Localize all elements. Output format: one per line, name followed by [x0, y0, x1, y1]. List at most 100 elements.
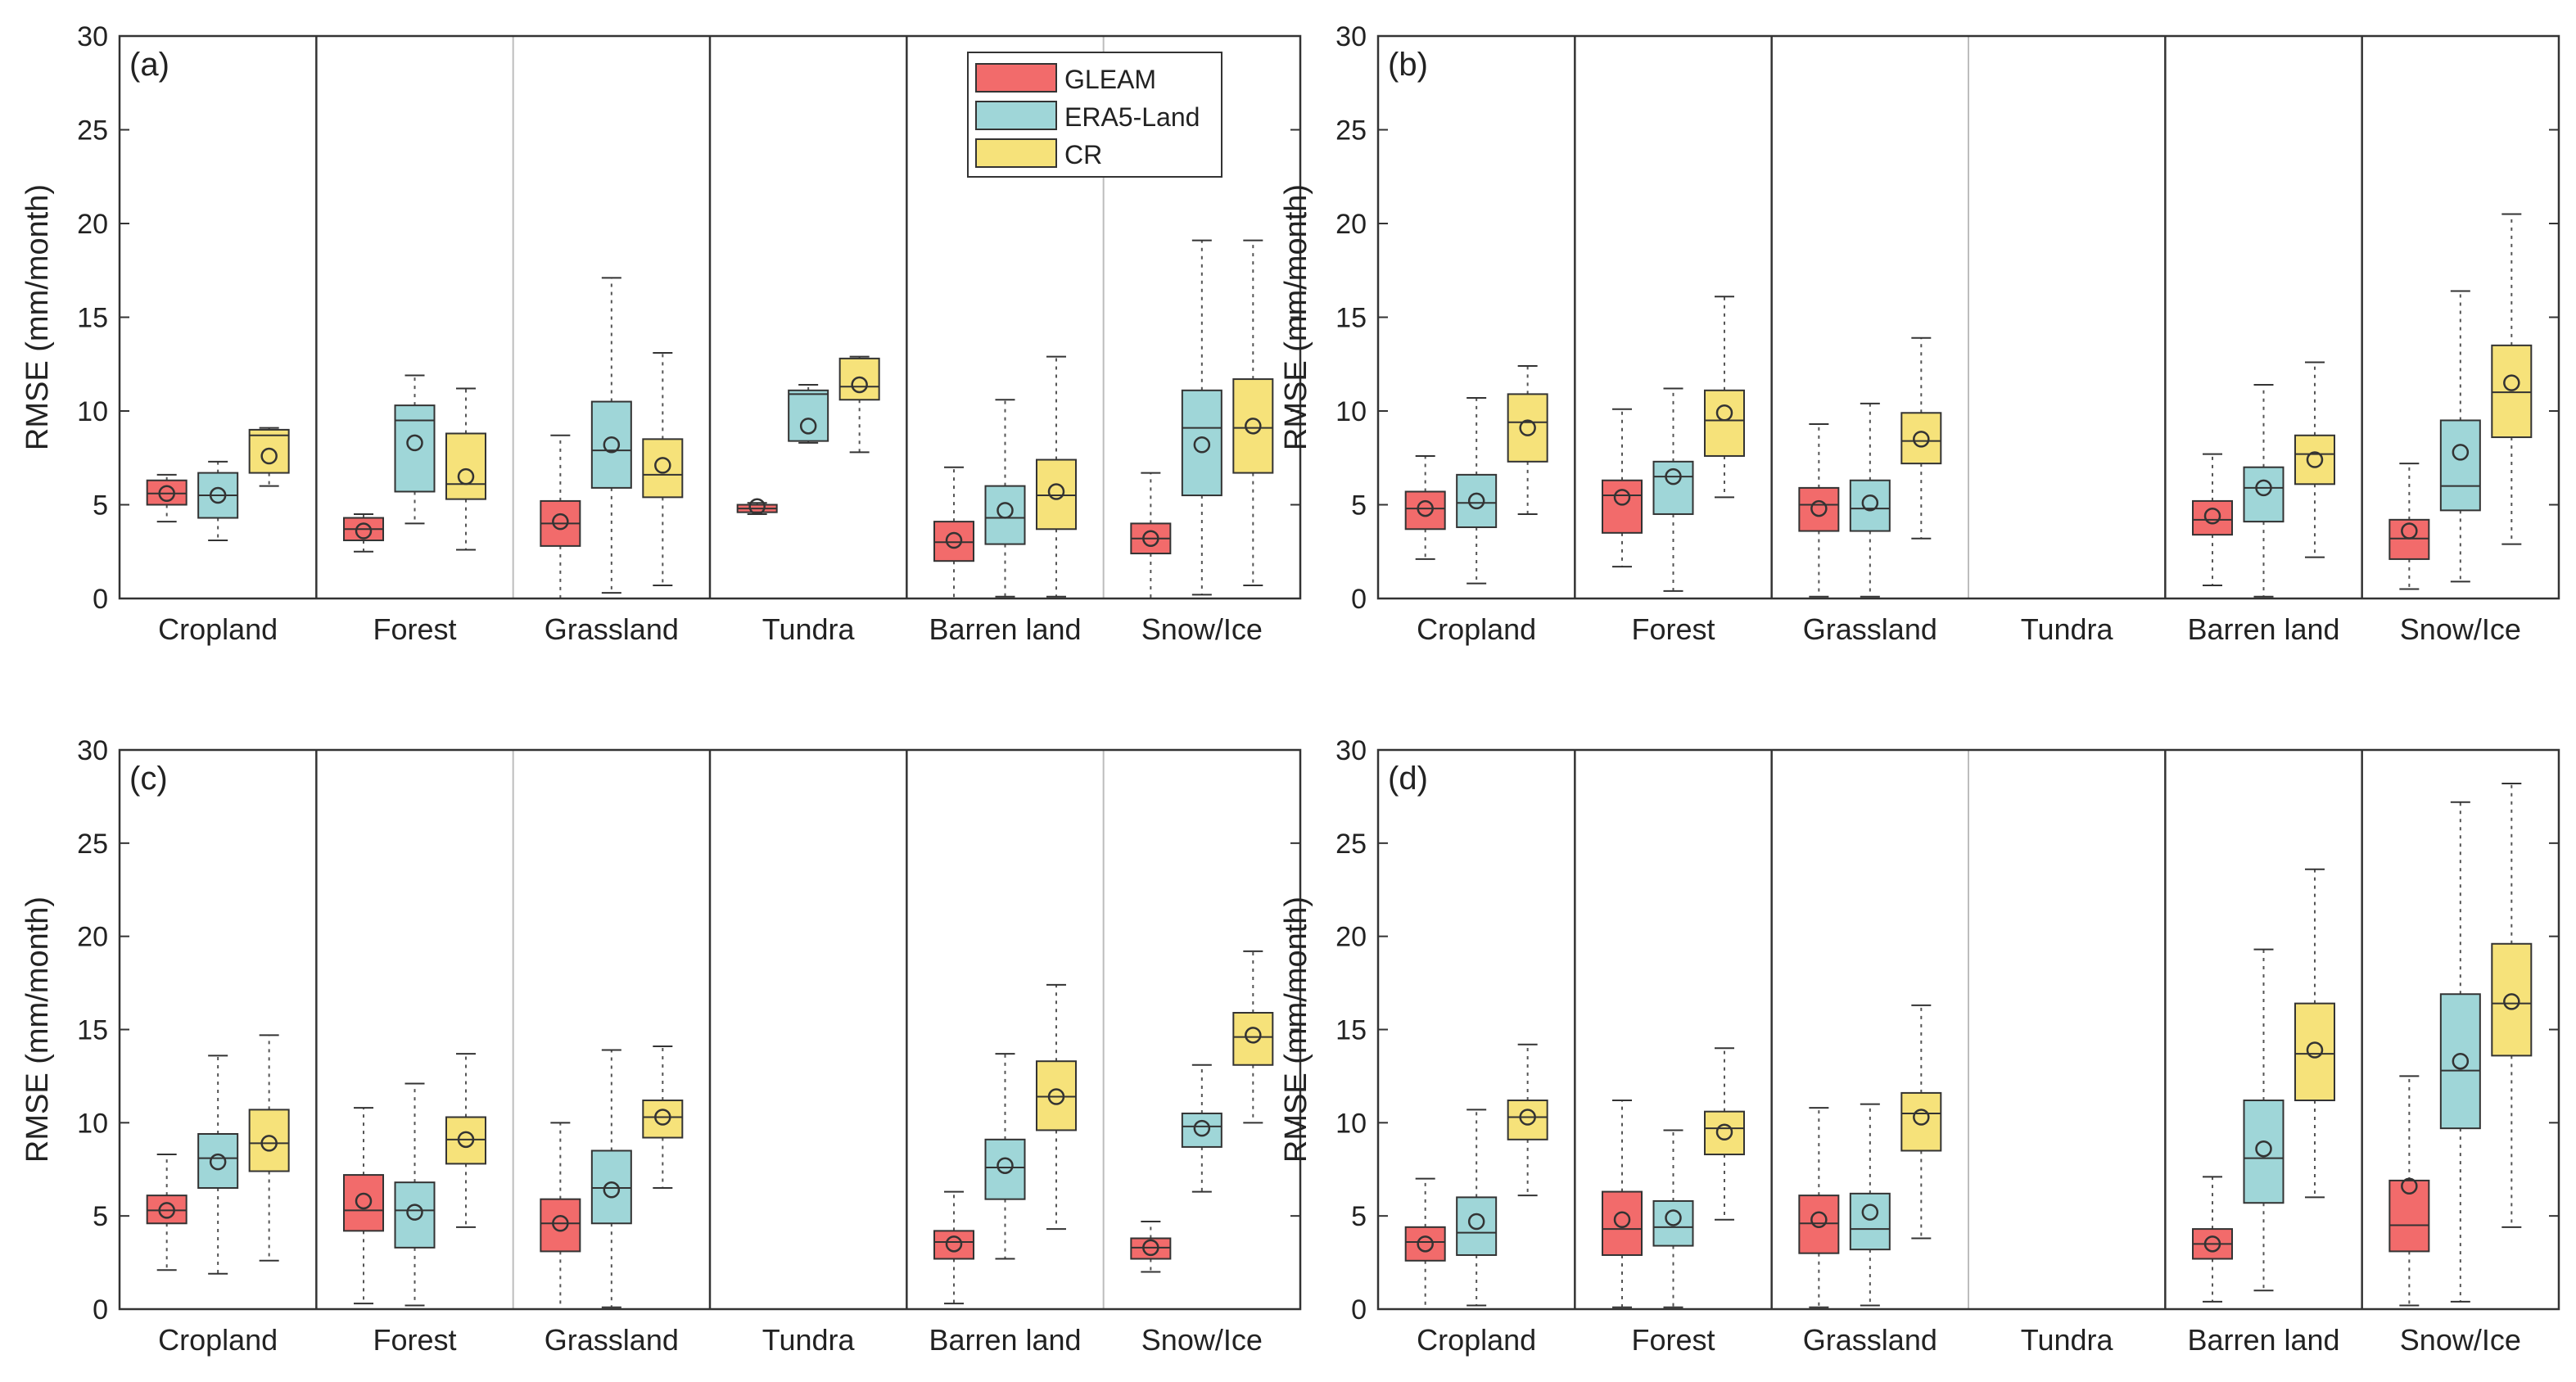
- box-barren-land-cr: [2294, 434, 2335, 486]
- box-forest-gleam-mean-marker: [355, 522, 373, 540]
- box-grassland-cr-mean-marker: [1913, 1109, 1930, 1126]
- box-grassland-era5-land-mean-marker: [603, 436, 621, 454]
- y-tick-label: 20: [1335, 209, 1367, 240]
- legend-swatch-cr: [975, 138, 1057, 168]
- box-cropland-era5-land: [197, 1132, 239, 1190]
- box-snow-ice-cr-mean-marker: [1245, 1027, 1262, 1044]
- box-cropland-era5-land-mean-marker: [1467, 1213, 1485, 1231]
- box-snow-ice-cr-mean-marker: [2503, 993, 2520, 1010]
- category-label-forest: Forest: [373, 612, 456, 646]
- panel-label-d: (d): [1388, 761, 1428, 797]
- y-tick-label: 0: [93, 1294, 108, 1326]
- box-barren-land-gleam-mean-marker: [2203, 507, 2221, 525]
- panel-label-a: (a): [129, 47, 169, 83]
- box-forest-era5-land: [1652, 460, 1694, 515]
- box-snow-ice-gleam-mean-marker: [1142, 530, 1159, 547]
- category-label-cropland: Cropland: [1417, 1323, 1536, 1357]
- panel-d-content: 0 5 10 15 20 25 30 RMSE (mm/month) Cropland Fores…: [1279, 735, 2560, 1357]
- box-forest-era5-land: [394, 404, 436, 493]
- box-cropland-cr-mean-marker: [1519, 419, 1536, 436]
- box-cropland-gleam: [1404, 1226, 1446, 1262]
- category-label-tundra: Tundra: [2021, 1323, 2114, 1357]
- box-grassland-gleam: [1798, 486, 1840, 532]
- y-tick-label: 10: [1335, 396, 1367, 427]
- category-label-grassland: Grassland: [545, 612, 679, 646]
- box-tundra-cr-mean-marker: [851, 376, 868, 394]
- panel-b-content: 0 5 10 15 20 25 30 RMSE (mm/month) Cropland Fores…: [1279, 21, 2560, 646]
- box-barren-land-era5-land: [984, 485, 1026, 545]
- box-barren-land-cr: [1035, 1060, 1077, 1131]
- box-barren-land-cr-mean-marker: [1047, 1088, 1065, 1105]
- box-snow-ice-gleam: [2388, 518, 2430, 560]
- box-grassland-cr: [642, 438, 684, 499]
- box-cropland-era5-land: [1456, 1196, 1498, 1256]
- box-forest-gleam: [1602, 479, 1643, 534]
- box-grassland-gleam-mean-marker: [552, 1215, 569, 1232]
- y-tick-label: 25: [77, 115, 108, 147]
- box-cropland-era5-land-mean-marker: [209, 1153, 227, 1171]
- box-barren-land-gleam: [933, 1230, 975, 1260]
- box-forest-cr: [445, 1116, 486, 1165]
- category-label-cropland: Cropland: [158, 1323, 278, 1357]
- box-snow-ice-era5-land-mean-marker: [2452, 1052, 2470, 1070]
- box-cropland-gleam: [1404, 490, 1446, 531]
- box-forest-era5-land-mean-marker: [1665, 1209, 1682, 1226]
- box-cropland-era5-land: [1456, 473, 1498, 528]
- box-cropland-era5-land-mean-marker: [1467, 492, 1485, 510]
- box-grassland-cr-mean-marker: [1913, 431, 1930, 448]
- box-snow-ice-cr-mean-marker: [1245, 418, 1262, 435]
- y-tick-label: 10: [77, 1108, 108, 1139]
- y-tick-label: 30: [1335, 21, 1367, 52]
- box-snow-ice-era5-land-mean-marker: [2452, 444, 2470, 461]
- box-forest-cr: [445, 432, 486, 500]
- box-grassland-era5-land: [1849, 1192, 1891, 1251]
- box-grassland-cr: [1900, 1091, 1942, 1152]
- legend-swatch-era5: [975, 101, 1057, 130]
- legend-label-gleam: GLEAM: [1064, 65, 1156, 94]
- legend-label-cr: CR: [1064, 140, 1102, 169]
- category-label-barren-land: Barren land: [929, 1323, 1081, 1357]
- panel-c-content: 0 5 10 15 20 25 30 RMSE (mm/month) Cropland Fores…: [20, 735, 1302, 1357]
- y-axis-label: RMSE (mm/month): [1279, 896, 1313, 1163]
- panel-a-content: 0 5 10 15 20 25 30 RMSE (mm/month) Cropland Fores…: [20, 21, 1302, 646]
- y-tick-label: 30: [77, 735, 108, 766]
- y-tick-label: 25: [1335, 115, 1367, 147]
- box-snow-ice-gleam-mean-marker: [2401, 1177, 2418, 1195]
- box-grassland-era5-land-mean-marker: [603, 1181, 621, 1199]
- box-barren-land-cr-mean-marker: [2306, 451, 2324, 468]
- y-axis-label: RMSE (mm/month): [20, 184, 55, 450]
- box-grassland-era5-land: [590, 1149, 632, 1225]
- category-label-tundra: Tundra: [762, 612, 856, 646]
- y-tick-label: 0: [93, 584, 108, 615]
- box-forest-gleam-mean-marker: [1613, 1211, 1631, 1228]
- box-tundra-gleam-mean-marker: [748, 498, 766, 516]
- box-forest-gleam: [1602, 1190, 1643, 1256]
- box-grassland-gleam-mean-marker: [1810, 1211, 1828, 1228]
- box-grassland-gleam-mean-marker: [552, 513, 569, 531]
- y-tick-label: 15: [77, 303, 108, 334]
- box-snow-ice-era5-land: [2439, 993, 2481, 1130]
- box-forest-cr: [1703, 1110, 1745, 1156]
- box-grassland-era5-land: [1849, 479, 1891, 532]
- box-snow-ice-cr: [2491, 942, 2533, 1057]
- box-barren-land-era5-land-mean-marker: [997, 1157, 1014, 1174]
- box-barren-land-era5-land: [984, 1138, 1026, 1200]
- box-forest-era5-land-mean-marker: [406, 1204, 423, 1221]
- box-snow-ice-cr: [1232, 1012, 1274, 1066]
- category-label-grassland: Grassland: [545, 1323, 679, 1357]
- box-forest-era5-land-mean-marker: [1665, 467, 1682, 486]
- box-snow-ice-gleam: [2388, 1179, 2430, 1253]
- box-forest-gleam-mean-marker: [355, 1192, 373, 1210]
- box-barren-land-gleam-mean-marker: [945, 1235, 963, 1253]
- box-cropland-gleam-mean-marker: [158, 485, 175, 503]
- box-cropland-cr: [248, 1109, 290, 1172]
- panel-label-c: (c): [129, 761, 168, 797]
- legend: GLEAM ERA5-Land CR: [967, 52, 1222, 178]
- y-tick-label: 5: [1351, 1201, 1367, 1232]
- y-tick-label: 25: [1335, 829, 1367, 860]
- box-cropland-era5-land-mean-marker: [209, 486, 227, 504]
- box-cropland-cr: [1507, 393, 1548, 463]
- box-grassland-cr: [1900, 412, 1942, 465]
- box-barren-land-gleam-mean-marker: [945, 531, 963, 549]
